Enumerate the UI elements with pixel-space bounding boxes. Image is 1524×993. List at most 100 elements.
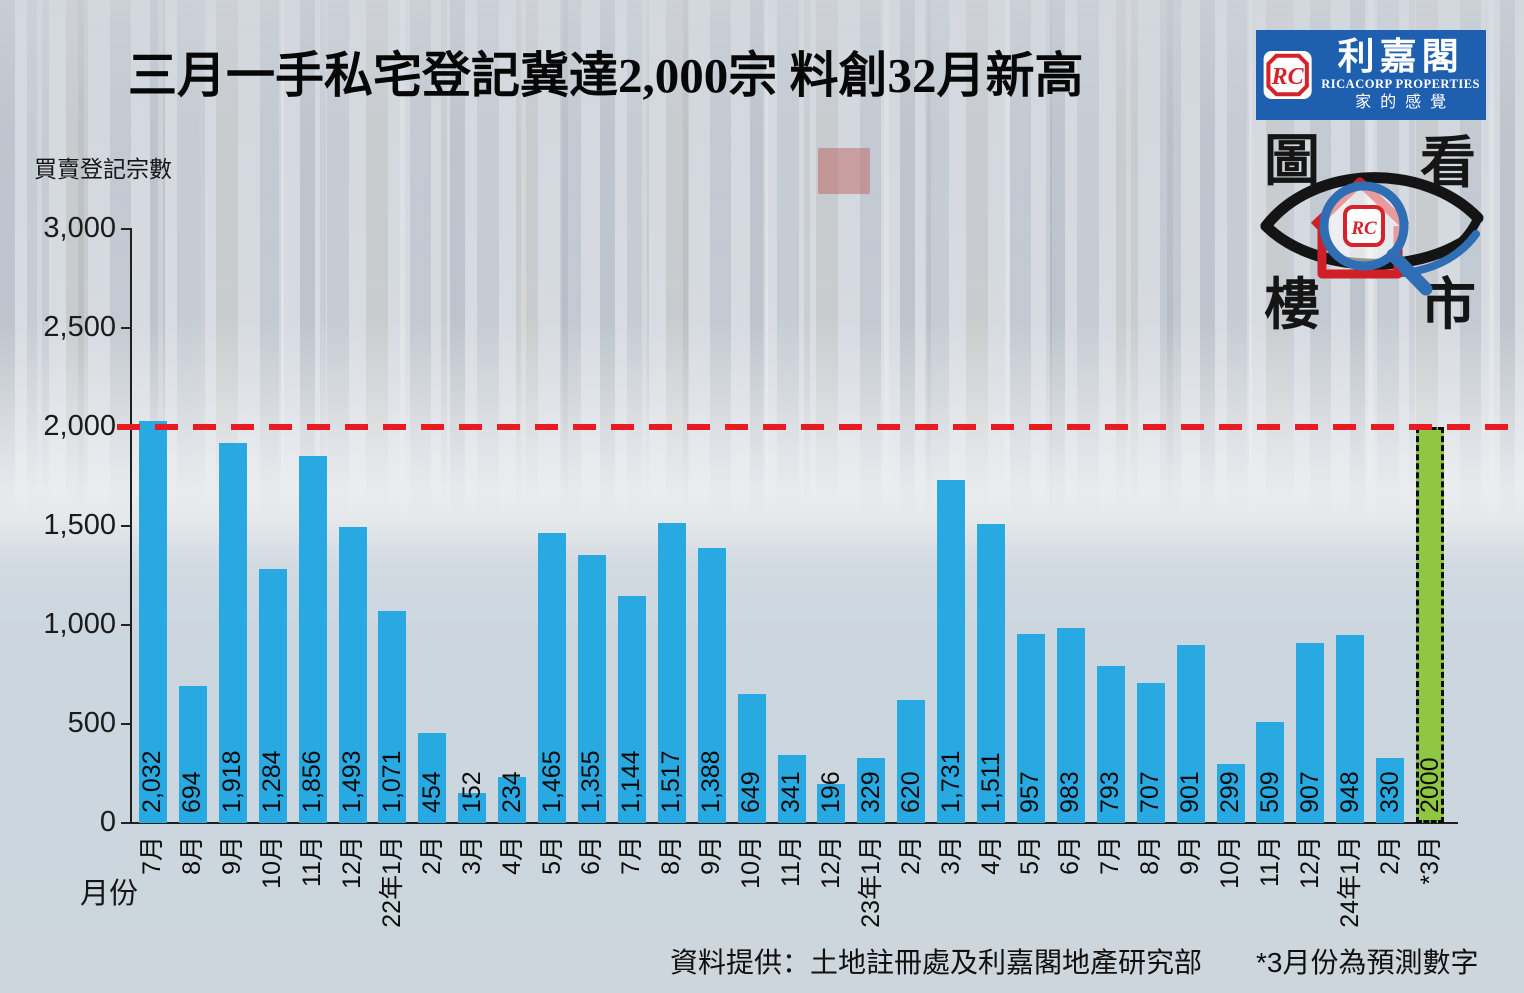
bar-value-label: 1,856 — [298, 750, 327, 813]
bar — [418, 733, 447, 823]
x-tick-label: 2月 — [1375, 836, 1404, 875]
y-tick-mark — [121, 525, 131, 527]
bar-value-label: 234 — [497, 771, 526, 813]
bar-value-label: 1,493 — [338, 750, 366, 813]
bar-value-label: 196 — [816, 771, 845, 813]
bar-value-label: 1,284 — [258, 750, 287, 813]
x-tick-label: 10月 — [258, 836, 287, 889]
x-tick-label: 12月 — [816, 836, 845, 889]
bar — [1016, 634, 1045, 823]
x-tick-label: 4月 — [497, 836, 526, 875]
bar-value-label: 1,355 — [577, 750, 606, 813]
target-line — [117, 424, 1509, 430]
bar-value-label: 329 — [856, 771, 885, 813]
y-tick-label: 1,000 — [43, 608, 116, 640]
bar-value-label: 957 — [1016, 771, 1045, 813]
bar — [1056, 628, 1085, 823]
bar — [1336, 635, 1365, 823]
x-tick-label: 11月 — [777, 836, 805, 887]
stamp-char-top-left: 圖 — [1264, 131, 1320, 193]
bar-value-label: 341 — [777, 771, 805, 813]
brand-name-cjk: 利嘉閣 — [1337, 35, 1464, 77]
x-tick-label: 2月 — [417, 836, 446, 875]
x-tick-label: 7月 — [1096, 836, 1125, 875]
brand-name-en: RICACORP PROPERTIES — [1321, 76, 1480, 91]
bar — [937, 480, 966, 823]
background-red-billboard — [818, 148, 870, 194]
y-tick-label: 2,500 — [43, 311, 116, 343]
bar-value-label: 1,918 — [218, 750, 247, 813]
bar-value-label: 330 — [1375, 771, 1404, 813]
x-tick-label: 8月 — [657, 836, 686, 875]
y-axis-title: 買賣登記宗數 — [34, 156, 172, 182]
x-tick-label: 4月 — [976, 836, 1005, 875]
y-axis-line — [130, 228, 132, 824]
y-tick-mark — [121, 822, 131, 824]
x-tick-label: 6月 — [1056, 836, 1085, 875]
bar — [1176, 645, 1205, 823]
bar — [178, 686, 207, 823]
y-tick-label: 0 — [99, 806, 116, 838]
x-tick-label: 3月 — [457, 836, 486, 875]
y-tick-mark — [121, 624, 131, 626]
bar-value-label: 707 — [1136, 771, 1165, 813]
bar-value-label: 649 — [737, 771, 766, 813]
x-tick-label: 8月 — [178, 836, 207, 875]
bar-value-label: 620 — [896, 771, 925, 813]
bar-value-label: 694 — [178, 771, 207, 813]
x-tick-label: 12月 — [1295, 836, 1324, 889]
x-tick-label: 9月 — [697, 836, 726, 875]
bar-value-label: 1,731 — [936, 750, 965, 813]
ricacorp-banner: RC 利嘉閣 RICACORP PROPERTIES 家的感覺 — [1256, 30, 1486, 120]
bar-value-label: 509 — [1255, 771, 1284, 813]
bar-value-label: 299 — [1216, 771, 1244, 813]
bar — [138, 421, 167, 823]
bar — [458, 793, 487, 823]
eye-upper-lid — [1260, 172, 1484, 232]
ricacorp-emblem-letters: RC — [1271, 64, 1305, 90]
page-title: 三月一手私宅登記冀達2,000宗 料創32月新高 — [128, 48, 1084, 103]
x-tick-label: 7月 — [617, 836, 646, 875]
x-tick-label: 5月 — [537, 836, 566, 875]
bar — [538, 533, 567, 823]
data-source-note: 資料提供：土地註冊處及利嘉閣地產研究部 — [670, 947, 1203, 978]
bar — [897, 700, 926, 823]
y-tick-label: 3,000 — [43, 212, 116, 244]
bar-value-label: 454 — [417, 771, 446, 813]
bar — [1296, 643, 1325, 823]
y-tick-label: 500 — [67, 707, 116, 739]
x-tick-label: 6月 — [577, 836, 606, 875]
bar — [1096, 666, 1125, 823]
x-axis-title: 月份 — [80, 878, 139, 910]
y-tick-label: 2,000 — [43, 410, 116, 442]
y-tick-mark — [121, 327, 131, 329]
x-tick-label: 10月 — [1216, 836, 1244, 889]
bar — [737, 694, 766, 823]
bar — [1376, 758, 1405, 823]
x-tick-label: 9月 — [218, 836, 247, 875]
x-tick-label: 24年1月 — [1335, 836, 1364, 928]
bar — [817, 784, 846, 823]
x-axis-line — [121, 822, 1458, 824]
plot-area: 2,032 7月 694 8月 1,918 9月 1,284 10月 1,856 11月 1,493… — [133, 229, 1450, 928]
bar-value-label: 2,032 — [138, 750, 167, 813]
x-tick-label: 3月 — [936, 836, 965, 875]
x-tick-label: 10月 — [737, 836, 766, 889]
x-tick-label: 8月 — [1136, 836, 1165, 875]
bar — [657, 523, 686, 823]
x-tick-label: 7月 — [138, 836, 167, 875]
bar — [1216, 764, 1245, 823]
x-tick-label: 9月 — [1176, 836, 1205, 875]
x-tick-label: 2月 — [896, 836, 925, 875]
bar — [697, 548, 726, 823]
bar — [218, 443, 247, 823]
bar-value-label: 152 — [457, 771, 486, 813]
bar-value-label: 1,511 — [976, 752, 1005, 813]
x-tick-label: *3月 — [1415, 836, 1444, 885]
x-tick-label: 11月 — [298, 836, 327, 887]
bar — [1256, 722, 1285, 823]
bar — [378, 611, 407, 823]
bar — [857, 758, 886, 823]
bar-value-label: 1,388 — [697, 750, 726, 813]
